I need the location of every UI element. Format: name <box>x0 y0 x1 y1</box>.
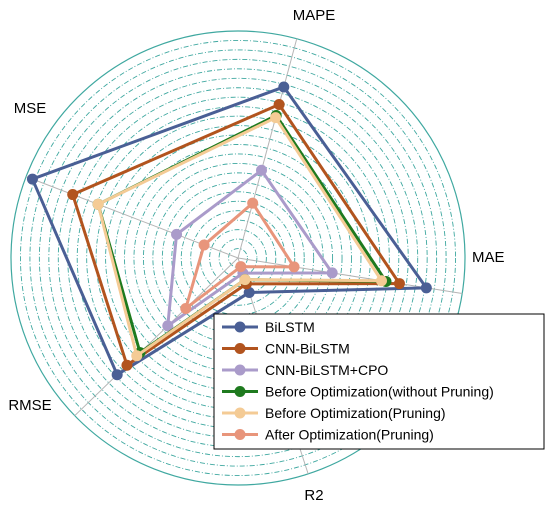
data-point <box>111 369 123 381</box>
legend-box <box>213 313 545 450</box>
legend-marker <box>234 429 246 440</box>
data-point <box>375 275 387 287</box>
data-point <box>273 99 285 111</box>
data-point <box>180 302 192 314</box>
grid-ring <box>190 210 286 306</box>
axis-label-mape: MAPE <box>293 7 336 24</box>
grid-ring <box>142 162 334 354</box>
legend-label: Before Optimization(Pruning) <box>265 405 446 421</box>
series-line <box>166 168 334 328</box>
grid-ring <box>10 30 466 486</box>
data-point <box>235 261 247 273</box>
legend-entry: CNN-BiLSTM <box>222 341 350 357</box>
axis-labels: MAE MAPE MSE RMSE R2 <box>8 7 504 504</box>
grid-ring <box>20 40 456 476</box>
grid-ring <box>209 229 267 287</box>
data-point <box>288 261 300 273</box>
data-point <box>26 173 38 185</box>
legend-label: CNN-BiLSTM <box>265 341 350 357</box>
legend-entry: After Optimization(Pruning) <box>222 427 434 443</box>
legend-entry: BiLSTM <box>222 319 315 335</box>
legend-label: After Optimization(Pruning) <box>265 427 434 443</box>
data-point <box>278 81 290 93</box>
series-line <box>96 116 383 358</box>
grid-ring <box>124 144 352 372</box>
grid-ring <box>199 219 277 297</box>
series-line <box>184 201 296 310</box>
data-point <box>92 198 104 210</box>
data-point <box>420 282 432 294</box>
legend-label: Before Optimization(without Pruning) <box>265 384 494 400</box>
grid-ring <box>218 238 258 278</box>
grid-ring <box>180 200 296 316</box>
data-point <box>171 228 183 240</box>
axis-label-mae: MAE <box>472 249 505 266</box>
axis-label-rmse: RMSE <box>8 397 51 414</box>
legend-marker <box>234 386 246 397</box>
legend-entry: Before Optimization(without Pruning) <box>222 384 494 400</box>
data-point <box>121 359 133 371</box>
legend-marker <box>234 407 246 419</box>
grid <box>10 30 466 486</box>
axis-spoke-mape <box>237 38 298 259</box>
data-point <box>162 320 174 332</box>
data-point <box>247 197 259 209</box>
legend: BiLSTM CNN-BiLSTM CNN-BiLSTM+CPO Before Opt… <box>213 313 545 450</box>
axis-spoke-rmse <box>74 257 239 417</box>
data-point <box>67 189 79 201</box>
data-point <box>198 239 210 251</box>
data-point <box>239 274 251 286</box>
series-0 <box>26 81 432 381</box>
legend-entry: CNN-BiLSTM+CPO <box>222 362 388 378</box>
legend-entry: Before Optimization(Pruning) <box>222 405 446 421</box>
series-4 <box>92 112 387 362</box>
legend-marker <box>234 321 246 333</box>
legend-marker <box>234 364 246 376</box>
legend-label: CNN-BiLSTM+CPO <box>265 362 388 378</box>
grid-ring <box>38 58 438 458</box>
grid-ring <box>29 49 447 467</box>
grid-ring <box>161 181 315 335</box>
series-2 <box>162 164 338 332</box>
legend-marker <box>234 343 246 354</box>
legend-label: BiLSTM <box>265 319 315 335</box>
data-point <box>393 278 405 290</box>
data-point <box>243 287 255 299</box>
axis-label-mse: MSE <box>14 100 47 117</box>
data-point <box>131 350 143 362</box>
data-point <box>326 267 338 279</box>
data-point <box>256 164 267 176</box>
series-5 <box>180 197 300 314</box>
series-plot <box>26 81 432 381</box>
series-line <box>71 103 401 367</box>
data-point <box>270 112 282 124</box>
series-line <box>30 85 428 377</box>
axis-label-r2: R2 <box>304 487 323 504</box>
